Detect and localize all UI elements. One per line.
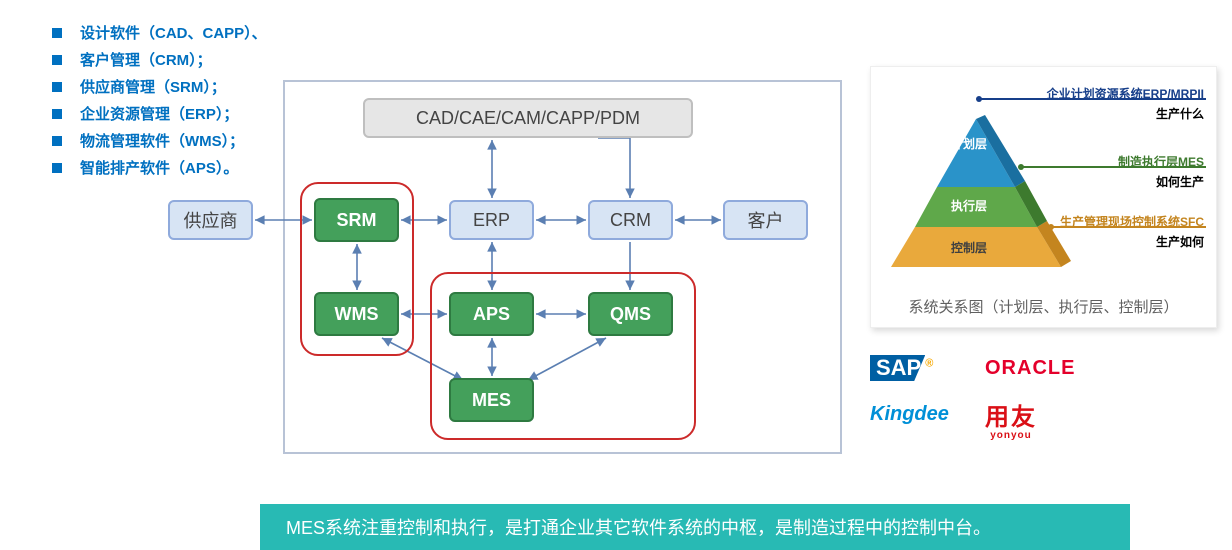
logo-oracle: ORACLE [985,357,1075,380]
pyr-r3-title: 生产管理现场控制系统SFC [1060,213,1204,230]
summary-bar: MES系统注重控制和执行，是打通企业其它软件系统的中枢，是制造过程中的控制中台。 [260,504,1130,550]
bullet-marker [52,109,62,119]
box-supplier: 供应商 [168,200,253,240]
logo-sap: SAP® [870,355,933,381]
system-diagram: CAD/CAE/CAM/CAPP/PDM 供应商 ERP CRM 客户 SRM … [168,80,838,450]
pyr-r1-sub: 生产什么 [1047,105,1204,122]
logo-kingdee: Kingdee [870,403,949,426]
box-wms: WMS [314,292,399,336]
box-mes: MES [449,378,534,422]
box-customer: 客户 [723,200,808,240]
pyramid-caption: 系统关系图（计划层、执行层、控制层） [871,296,1216,317]
bullet-marker [52,82,62,92]
bullet-text: 设计软件（CAD、CAPP）、 [80,22,267,43]
bullet-marker [52,28,62,38]
bullet-item: 设计软件（CAD、CAPP）、 [52,22,267,43]
bullet-text: 客户管理（CRM）； [80,49,212,70]
bullet-marker [52,163,62,173]
pyr-r2-sub: 如何生产 [1118,173,1204,190]
pyr-r2-title: 制造执行层MES [1118,153,1204,170]
box-aps: APS [449,292,534,336]
pyr-r1-title: 企业计划资源系统ERP/MRPII [1047,85,1204,102]
bullet-item: 客户管理（CRM）； [52,49,267,70]
bullet-marker [52,136,62,146]
pyr-r3-sub: 生产如何 [1060,233,1204,250]
box-qms: QMS [588,292,673,336]
box-crm: CRM [588,200,673,240]
pyramid-panel: 计划层 执行层 控制层 企业计划资源系统ERP/MRPII 生产什么 制造执行层… [870,66,1217,328]
box-erp: ERP [449,200,534,240]
bullet-marker [52,55,62,65]
logo-yonyou: 用友 yonyou [985,397,1037,441]
box-cad: CAD/CAE/CAM/CAPP/PDM [363,98,693,138]
summary-text: MES系统注重控制和执行，是打通企业其它软件系统的中枢，是制造过程中的控制中台。 [286,514,991,540]
box-srm: SRM [314,198,399,242]
